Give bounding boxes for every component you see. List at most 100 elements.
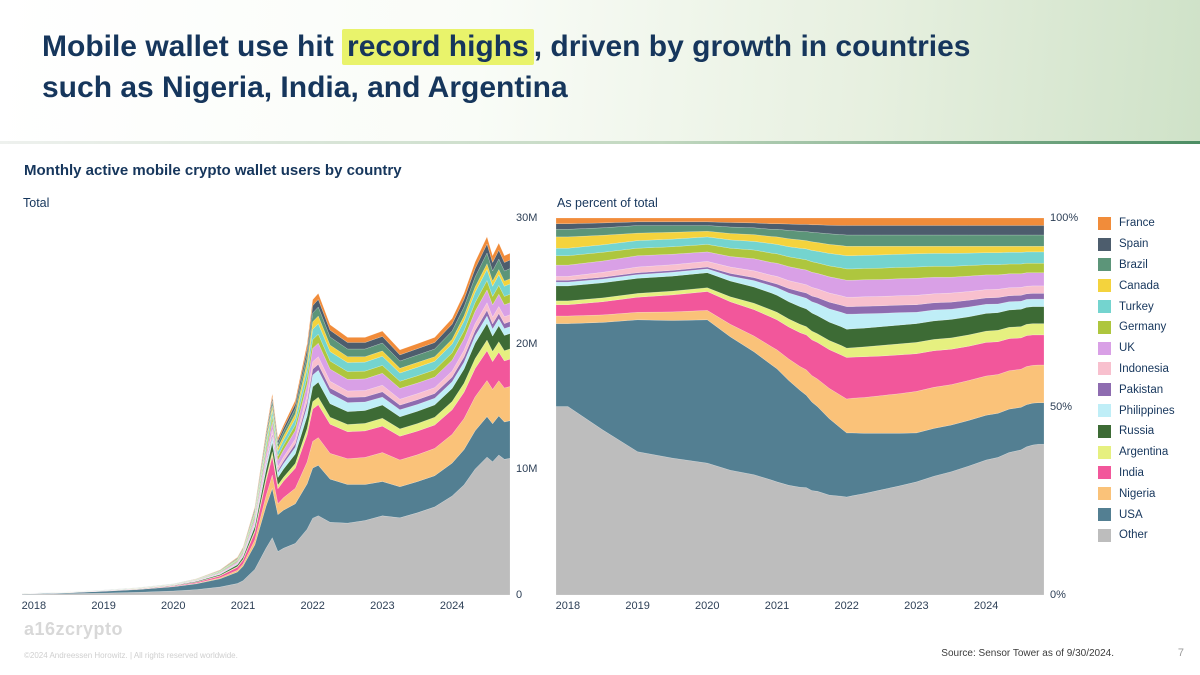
x-tick-2023: 2023 (904, 600, 929, 612)
slide-header (0, 0, 1200, 141)
x-tick-2019: 2019 (625, 600, 650, 612)
legend-label-russia: Russia (1119, 425, 1155, 438)
legend-label-pakistan: Pakistan (1119, 383, 1164, 396)
page-number: 7 (1177, 647, 1184, 659)
x-tick-2020: 2020 (161, 600, 186, 612)
title-text-post: , driven by growth in countries (533, 30, 971, 63)
legend-swatch-turkey (1098, 300, 1111, 314)
legend-swatch-brazil (1098, 258, 1111, 272)
y-tick-0: 0 (516, 589, 523, 601)
legend-swatch-other (1098, 528, 1111, 542)
legend-swatch-russia (1098, 424, 1111, 438)
legend-label-spain: Spain (1119, 238, 1149, 251)
y-tick-50-: 50% (1050, 400, 1073, 413)
slide-title: Mobile wallet use hit record highs, driv… (42, 26, 970, 108)
legend-label-france: France (1119, 217, 1155, 230)
legend-label-turkey: Turkey (1119, 300, 1154, 313)
area-indonesia (22, 302, 510, 594)
legend-label-india: India (1119, 466, 1144, 479)
legend-item-spain: Spain (1098, 234, 1175, 255)
x-tick-2022: 2022 (300, 600, 325, 612)
legend-swatch-indonesia (1098, 362, 1111, 376)
area-russia (556, 272, 1044, 349)
copyright-text: ©2024 Andreessen Horowitz. | All rights … (24, 651, 238, 660)
legend-label-canada: Canada (1119, 279, 1160, 292)
legend-item-usa: USA (1098, 504, 1175, 525)
area-canada (22, 263, 510, 594)
y-tick-0-: 0% (1050, 589, 1066, 601)
legend-item-argentina: Argentina (1098, 442, 1175, 463)
y-tick-100-: 100% (1050, 212, 1079, 224)
legend-item-uk: UK (1098, 338, 1175, 359)
legend-label-uk: UK (1119, 342, 1135, 355)
area-brazil (22, 252, 510, 594)
legend-label-argentina: Argentina (1119, 446, 1169, 459)
legend-item-nigeria: Nigeria (1098, 483, 1175, 504)
total-chart-title: Total (23, 196, 50, 210)
title-text-pre: Mobile wallet use hit (42, 30, 343, 63)
legend-swatch-nigeria (1098, 487, 1111, 501)
legend-label-nigeria: Nigeria (1119, 487, 1156, 500)
legend-swatch-spain (1098, 237, 1111, 251)
chart-legend: France Spain Brazil Canada Turkey Germany UK In… (1098, 213, 1175, 546)
legend-swatch-france (1098, 216, 1111, 230)
x-tick-2021: 2021 (230, 600, 256, 612)
legend-swatch-germany (1098, 320, 1111, 334)
total-chart: Total 0 10M 20M 30M 2018 2019 2020 2021 2022 202… (22, 196, 567, 636)
area-pakistan (22, 309, 510, 594)
legend-item-india: India (1098, 463, 1175, 484)
legend-item-philippines: Philippines (1098, 400, 1175, 421)
area-india (22, 350, 510, 595)
legend-swatch-uk (1098, 341, 1111, 355)
x-tick-2020: 2020 (695, 600, 720, 612)
header-divider (0, 141, 1200, 144)
area-uk (22, 289, 510, 594)
legend-label-indonesia: Indonesia (1119, 362, 1169, 375)
legend-label-germany: Germany (1119, 321, 1167, 334)
percent-chart-title: As percent of total (557, 196, 658, 210)
legend-swatch-canada (1098, 279, 1111, 293)
area-russia (22, 322, 510, 595)
legend-label-philippines: Philippines (1119, 404, 1175, 417)
chart-section-title: Monthly active mobile crypto wallet user… (24, 162, 402, 179)
title-text-line2: such as Nigeria, India, and Argentina (42, 71, 568, 104)
x-tick-2021: 2021 (764, 600, 790, 612)
legend-item-france: France (1098, 213, 1175, 234)
legend-item-indonesia: Indonesia (1098, 359, 1175, 380)
area-france (22, 236, 510, 594)
y-tick-20m: 20M (516, 337, 538, 350)
x-tick-2024: 2024 (973, 600, 999, 612)
legend-item-pakistan: Pakistan (1098, 379, 1175, 400)
area-india (556, 291, 1044, 400)
y-tick-30m: 30M (516, 212, 538, 224)
x-tick-2018: 2018 (555, 600, 581, 612)
legend-item-turkey: Turkey (1098, 296, 1175, 317)
legend-item-brazil: Brazil (1098, 255, 1175, 276)
percent-chart: As percent of total 0% 50% 100% 2018 2019 20… (556, 196, 1101, 636)
area-germany (22, 279, 510, 594)
area-usa (22, 415, 510, 595)
area-philippines (22, 315, 510, 595)
area-turkey (22, 268, 510, 594)
a16z-crypto-logo: a16zcrypto (24, 619, 124, 639)
source-note: Source: Sensor Tower as of 9/30/2024. (941, 648, 1114, 659)
legend-item-canada: Canada (1098, 275, 1175, 296)
area-spain (22, 243, 510, 594)
legend-label-brazil: Brazil (1119, 258, 1148, 271)
x-tick-2018: 2018 (21, 600, 47, 612)
area-nigeria (22, 380, 510, 595)
legend-item-russia: Russia (1098, 421, 1175, 442)
legend-swatch-argentina (1098, 445, 1111, 459)
title-highlight: record highs (342, 29, 534, 65)
legend-swatch-india (1098, 466, 1111, 480)
x-tick-2019: 2019 (91, 600, 116, 612)
legend-label-other: Other (1119, 529, 1148, 542)
legend-label-usa: USA (1119, 508, 1143, 521)
percent-chart-plot (556, 218, 1044, 595)
legend-swatch-philippines (1098, 404, 1111, 418)
area-france (556, 218, 1044, 226)
legend-item-other: Other (1098, 525, 1175, 546)
legend-item-germany: Germany (1098, 317, 1175, 338)
legend-swatch-pakistan (1098, 383, 1111, 397)
